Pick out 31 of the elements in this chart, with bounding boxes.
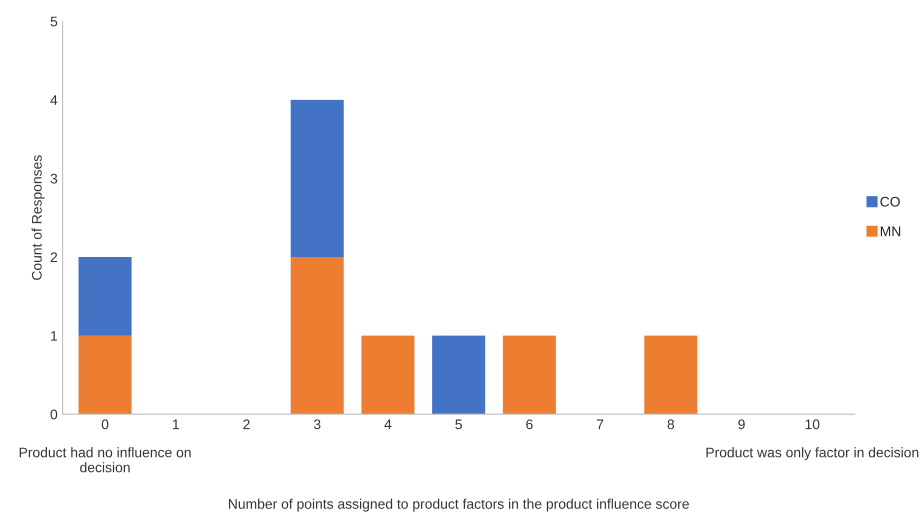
x-tick-label: 9 — [738, 419, 745, 430]
bar — [432, 336, 486, 414]
x-axis-title: Number of points assigned to product factors in the product influence score — [228, 498, 689, 512]
x-tick-label: 6 — [526, 419, 533, 430]
y-tick-label: 0 — [50, 410, 58, 420]
y-tick-label: 1 — [51, 331, 58, 341]
y-axis-title: Count of Responses — [32, 155, 44, 280]
bar — [78, 336, 132, 414]
y-tick-label: 4 — [50, 95, 58, 105]
bar — [290, 257, 344, 414]
x-tick-label: 4 — [384, 420, 392, 430]
x-tick-label: 1 — [172, 420, 179, 430]
x-tick-label: 7 — [596, 420, 604, 430]
text: Product was only factor in decision — [706, 447, 918, 460]
legend-label: CO — [880, 196, 900, 207]
bar — [290, 100, 344, 258]
x-tick-label: 0 — [102, 419, 108, 430]
x-tick-label: 5 — [455, 420, 462, 430]
bar — [644, 336, 698, 414]
x-tick-label: 3 — [314, 419, 320, 430]
legend-label: MN — [880, 226, 900, 236]
x-tick-label: 8 — [668, 419, 674, 430]
text: Product had no influence on decision — [20, 447, 191, 472]
y-tick-label: 2 — [50, 252, 58, 262]
x-tick-label: 2 — [243, 419, 250, 430]
x-tick-label: 10 — [806, 419, 820, 430]
y-tick-label: 5 — [50, 16, 58, 26]
bar — [502, 336, 556, 414]
bar — [361, 336, 414, 414]
y-tick-label: 3 — [50, 174, 58, 184]
bar — [78, 257, 132, 336]
